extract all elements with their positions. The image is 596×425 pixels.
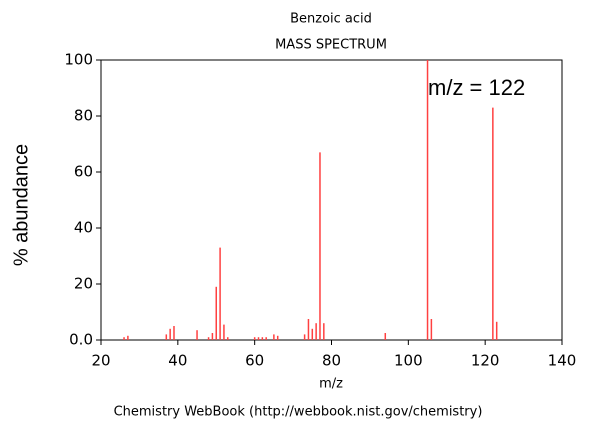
- x-tick-label: 60: [245, 352, 264, 370]
- y-tick-label: 20: [74, 275, 93, 293]
- x-tick-label: 120: [471, 352, 500, 370]
- x-tick-label: 100: [394, 352, 423, 370]
- y-tick-label: 80: [74, 107, 93, 125]
- y-tick-label: 0.0: [69, 331, 93, 349]
- y-tick-label: 40: [74, 219, 93, 237]
- x-tick-label: 140: [548, 352, 577, 370]
- chart-subtitle: MASS SPECTRUM: [275, 38, 387, 53]
- y-tick-label: 60: [74, 163, 93, 181]
- y-tick-label: 100: [64, 51, 93, 69]
- annotation: m/z = 122: [428, 75, 525, 100]
- y-axis-label: % abundance: [10, 144, 32, 266]
- chart-title: Benzoic acid: [290, 12, 372, 27]
- x-tick-label: 80: [322, 352, 341, 370]
- x-axis-label: m/z: [319, 377, 343, 392]
- footer: Chemistry WebBook (http://webbook.nist.g…: [114, 405, 483, 420]
- x-tick-label: 40: [168, 352, 187, 370]
- x-tick-label: 20: [91, 352, 110, 370]
